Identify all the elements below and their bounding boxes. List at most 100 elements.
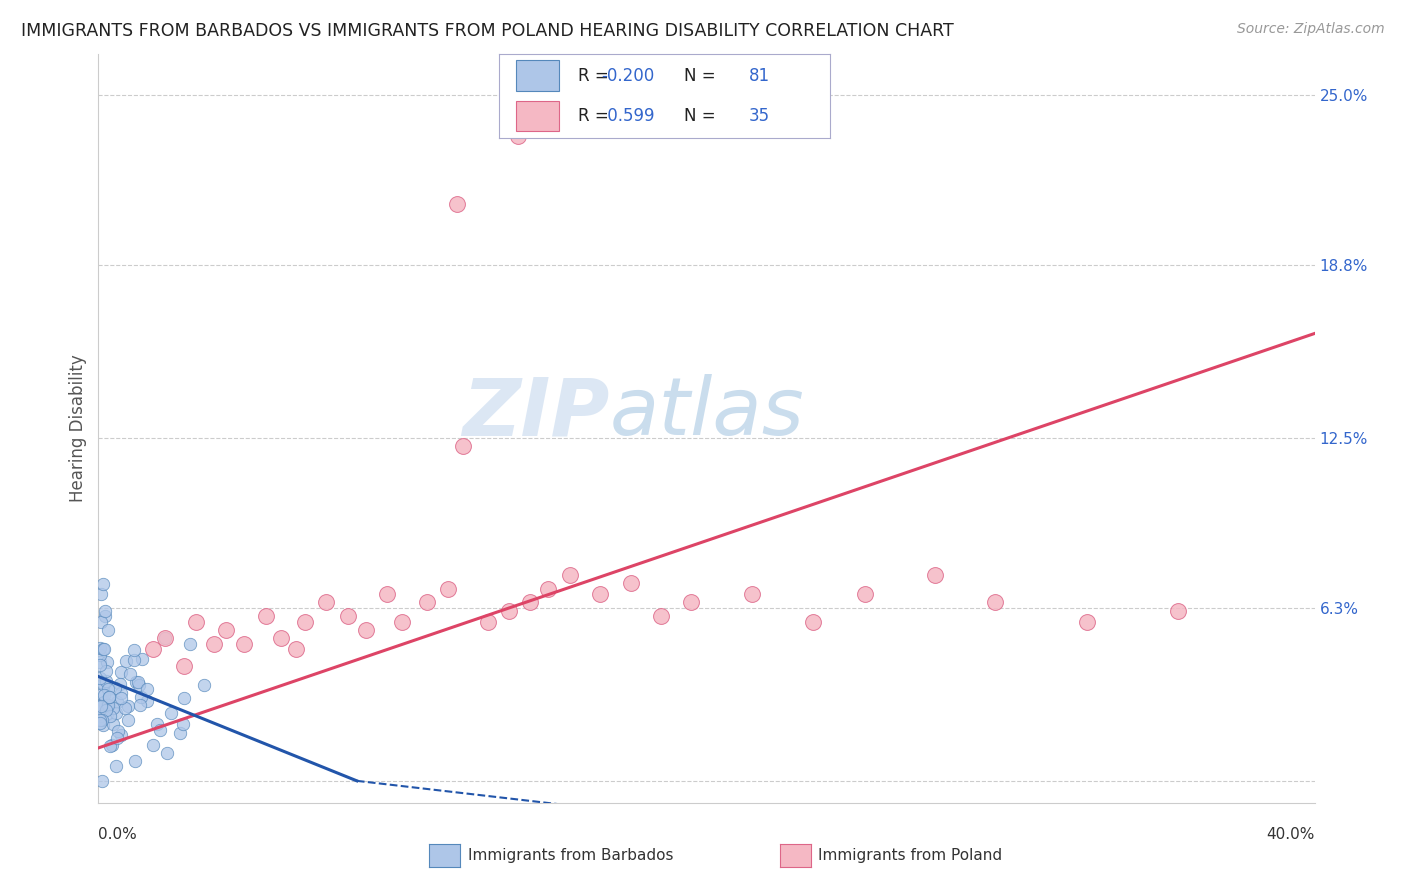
Text: 0.0%: 0.0%: [98, 827, 138, 841]
Text: Immigrants from Barbados: Immigrants from Barbados: [468, 848, 673, 863]
Point: [135, 682, 157, 697]
Point: [91, 576, 114, 591]
Point: [1076, 615, 1098, 629]
Point: [96, 698, 118, 712]
Point: [110, 665, 132, 679]
Point: [104, 706, 127, 721]
Point: [558, 568, 581, 582]
Point: [179, 637, 201, 651]
Point: [519, 595, 541, 609]
Point: [375, 587, 398, 601]
Point: [984, 595, 1007, 609]
Point: [120, 667, 142, 681]
Point: [1167, 604, 1189, 618]
Point: [90, 699, 112, 714]
Point: [104, 681, 127, 695]
Point: [105, 694, 128, 708]
Point: [173, 658, 195, 673]
Point: [98, 739, 121, 754]
Point: [128, 678, 150, 692]
Point: [96, 682, 118, 697]
Point: [131, 690, 153, 705]
Point: [354, 623, 377, 637]
Point: [124, 653, 146, 667]
Point: [202, 637, 225, 651]
Point: [89, 699, 111, 714]
Point: [589, 587, 612, 601]
Point: [155, 631, 177, 645]
Point: [89, 655, 111, 669]
Point: [110, 690, 132, 705]
Point: [89, 657, 111, 672]
Point: [114, 701, 136, 715]
Point: [110, 728, 132, 742]
Point: [96, 623, 118, 637]
Point: [315, 595, 337, 609]
Point: [96, 655, 118, 669]
Point: [124, 754, 146, 768]
Point: [477, 615, 499, 629]
Point: [93, 604, 115, 618]
Point: [437, 582, 460, 596]
Text: R =: R =: [578, 67, 609, 85]
Point: [169, 726, 191, 740]
Point: [853, 587, 876, 601]
Point: [142, 739, 165, 753]
Point: [110, 677, 132, 691]
Point: [336, 609, 359, 624]
Point: [681, 595, 703, 609]
Point: [93, 688, 115, 702]
Point: [124, 642, 146, 657]
Point: [801, 615, 824, 629]
Point: [90, 773, 112, 788]
Point: [103, 717, 125, 731]
Point: [101, 738, 124, 752]
Text: N =: N =: [685, 67, 716, 85]
Point: [93, 642, 115, 657]
Text: 40.0%: 40.0%: [1267, 827, 1315, 841]
Point: [285, 642, 308, 657]
Point: [96, 706, 118, 721]
Text: 81: 81: [749, 67, 770, 85]
Point: [184, 615, 207, 629]
Text: ZIP: ZIP: [461, 374, 609, 452]
Point: [96, 664, 118, 678]
Point: [149, 723, 172, 737]
Point: [93, 641, 115, 656]
Point: [91, 713, 114, 727]
Point: [110, 686, 132, 700]
Point: [159, 706, 181, 721]
Point: [117, 699, 139, 714]
Point: [156, 746, 179, 760]
Point: [391, 615, 413, 629]
Point: [446, 197, 468, 211]
Point: [100, 709, 122, 723]
Point: [233, 637, 256, 651]
Point: [90, 587, 112, 601]
Point: [506, 128, 529, 143]
Point: [650, 609, 672, 624]
Point: [115, 654, 138, 668]
Point: [294, 615, 316, 629]
Point: [91, 687, 114, 701]
Point: [93, 677, 115, 691]
Point: [89, 648, 111, 663]
Point: [924, 568, 946, 582]
Text: Immigrants from Poland: Immigrants from Poland: [818, 848, 1002, 863]
Point: [93, 718, 115, 732]
Point: [97, 698, 120, 712]
Point: [91, 677, 114, 691]
Point: [173, 690, 195, 705]
Point: [89, 641, 111, 656]
Point: [90, 708, 112, 723]
Point: [131, 652, 153, 666]
Point: [94, 673, 117, 688]
Point: [416, 595, 439, 609]
Point: [94, 703, 117, 717]
Text: IMMIGRANTS FROM BARBADOS VS IMMIGRANTS FROM POLAND HEARING DISABILITY CORRELATIO: IMMIGRANTS FROM BARBADOS VS IMMIGRANTS F…: [21, 22, 953, 40]
Point: [93, 609, 115, 624]
Point: [128, 698, 150, 713]
Point: [89, 715, 111, 730]
Point: [270, 631, 292, 645]
Point: [89, 671, 111, 685]
